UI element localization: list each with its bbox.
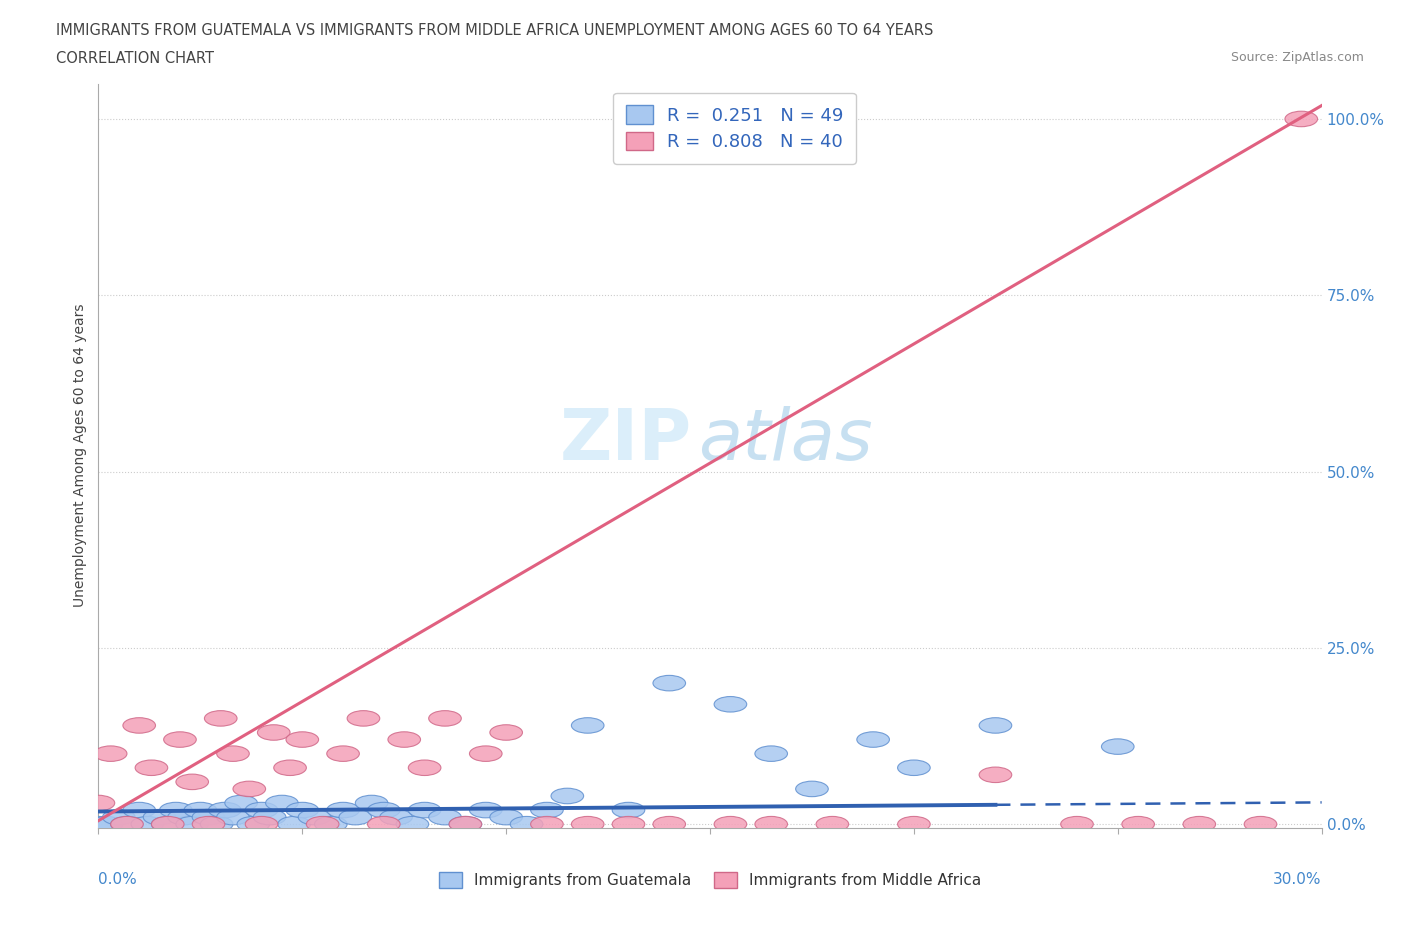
Ellipse shape — [796, 781, 828, 797]
Ellipse shape — [1182, 817, 1216, 832]
Ellipse shape — [470, 746, 502, 762]
Ellipse shape — [160, 803, 193, 817]
Ellipse shape — [278, 817, 311, 832]
Ellipse shape — [176, 774, 208, 790]
Ellipse shape — [152, 817, 184, 832]
Ellipse shape — [396, 817, 429, 832]
Text: Source: ZipAtlas.com: Source: ZipAtlas.com — [1230, 51, 1364, 64]
Ellipse shape — [897, 817, 931, 832]
Ellipse shape — [217, 809, 249, 825]
Ellipse shape — [225, 795, 257, 811]
Ellipse shape — [408, 803, 441, 817]
Ellipse shape — [755, 817, 787, 832]
Ellipse shape — [510, 817, 543, 832]
Ellipse shape — [326, 746, 360, 762]
Ellipse shape — [152, 817, 184, 832]
Ellipse shape — [1244, 817, 1277, 832]
Ellipse shape — [274, 760, 307, 776]
Ellipse shape — [652, 675, 686, 691]
Ellipse shape — [82, 795, 115, 811]
Ellipse shape — [367, 817, 401, 832]
Ellipse shape — [979, 767, 1012, 782]
Ellipse shape — [530, 803, 564, 817]
Ellipse shape — [103, 809, 135, 825]
Text: 30.0%: 30.0% — [1274, 872, 1322, 887]
Ellipse shape — [285, 803, 319, 817]
Ellipse shape — [111, 817, 143, 832]
Ellipse shape — [193, 809, 225, 825]
Ellipse shape — [176, 817, 208, 832]
Ellipse shape — [571, 817, 605, 832]
Ellipse shape — [285, 732, 319, 748]
Ellipse shape — [339, 809, 371, 825]
Ellipse shape — [1060, 817, 1094, 832]
Ellipse shape — [131, 817, 163, 832]
Ellipse shape — [238, 817, 270, 832]
Ellipse shape — [298, 809, 330, 825]
Ellipse shape — [897, 760, 931, 776]
Ellipse shape — [122, 718, 156, 733]
Ellipse shape — [167, 809, 201, 825]
Ellipse shape — [201, 817, 233, 832]
Ellipse shape — [449, 817, 482, 832]
Ellipse shape — [714, 817, 747, 832]
Ellipse shape — [429, 809, 461, 825]
Ellipse shape — [90, 817, 122, 832]
Ellipse shape — [530, 817, 564, 832]
Ellipse shape — [856, 732, 890, 748]
Ellipse shape — [143, 809, 176, 825]
Ellipse shape — [356, 795, 388, 811]
Ellipse shape — [347, 711, 380, 726]
Ellipse shape — [257, 724, 290, 740]
Ellipse shape — [815, 817, 849, 832]
Ellipse shape — [163, 732, 197, 748]
Ellipse shape — [266, 795, 298, 811]
Ellipse shape — [551, 789, 583, 804]
Text: ZIP: ZIP — [560, 406, 692, 475]
Ellipse shape — [326, 803, 360, 817]
Ellipse shape — [714, 697, 747, 712]
Legend: Immigrants from Guatemala, Immigrants from Middle Africa: Immigrants from Guatemala, Immigrants fr… — [433, 866, 987, 895]
Text: CORRELATION CHART: CORRELATION CHART — [56, 51, 214, 66]
Ellipse shape — [571, 718, 605, 733]
Ellipse shape — [979, 718, 1012, 733]
Text: IMMIGRANTS FROM GUATEMALA VS IMMIGRANTS FROM MIDDLE AFRICA UNEMPLOYMENT AMONG AG: IMMIGRANTS FROM GUATEMALA VS IMMIGRANTS … — [56, 23, 934, 38]
Ellipse shape — [612, 817, 645, 832]
Ellipse shape — [470, 803, 502, 817]
Ellipse shape — [233, 781, 266, 797]
Ellipse shape — [1122, 817, 1154, 832]
Ellipse shape — [652, 817, 686, 832]
Ellipse shape — [429, 711, 461, 726]
Ellipse shape — [388, 732, 420, 748]
Ellipse shape — [380, 809, 412, 825]
Ellipse shape — [245, 803, 278, 817]
Ellipse shape — [245, 817, 278, 832]
Ellipse shape — [408, 760, 441, 776]
Y-axis label: Unemployment Among Ages 60 to 64 years: Unemployment Among Ages 60 to 64 years — [73, 304, 87, 607]
Ellipse shape — [489, 809, 523, 825]
Ellipse shape — [449, 817, 482, 832]
Ellipse shape — [82, 817, 115, 832]
Ellipse shape — [489, 724, 523, 740]
Ellipse shape — [755, 746, 787, 762]
Ellipse shape — [217, 746, 249, 762]
Ellipse shape — [307, 817, 339, 832]
Ellipse shape — [208, 803, 242, 817]
Ellipse shape — [315, 817, 347, 832]
Ellipse shape — [94, 746, 127, 762]
Ellipse shape — [193, 817, 225, 832]
Ellipse shape — [184, 803, 217, 817]
Ellipse shape — [122, 803, 156, 817]
Text: 0.0%: 0.0% — [98, 872, 138, 887]
Ellipse shape — [612, 803, 645, 817]
Text: atlas: atlas — [697, 406, 872, 475]
Ellipse shape — [1101, 738, 1135, 754]
Ellipse shape — [1285, 112, 1317, 126]
Ellipse shape — [204, 711, 238, 726]
Ellipse shape — [253, 809, 285, 825]
Ellipse shape — [111, 817, 143, 832]
Ellipse shape — [135, 760, 167, 776]
Ellipse shape — [367, 803, 401, 817]
